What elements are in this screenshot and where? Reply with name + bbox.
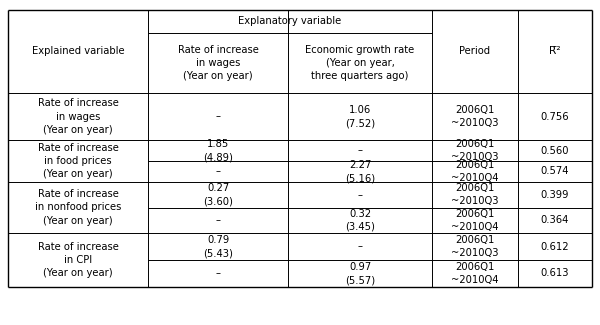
Text: R̅²: R̅² bbox=[549, 46, 561, 57]
Text: 2.27
(5.16): 2.27 (5.16) bbox=[345, 160, 375, 183]
Text: Economic growth rate
(Year on year,
three quarters ago): Economic growth rate (Year on year, thre… bbox=[305, 45, 415, 81]
Text: 0.560: 0.560 bbox=[541, 146, 569, 155]
Text: –: – bbox=[358, 241, 362, 252]
Text: 2006Q1
~2010Q4: 2006Q1 ~2010Q4 bbox=[451, 262, 499, 285]
Text: –: – bbox=[358, 190, 362, 200]
Text: 2006Q1
~2010Q3: 2006Q1 ~2010Q3 bbox=[451, 235, 499, 258]
Text: Rate of increase
in wages
(Year on year): Rate of increase in wages (Year on year) bbox=[38, 98, 118, 135]
Text: Explained variable: Explained variable bbox=[32, 46, 124, 57]
Text: 0.27
(3.60): 0.27 (3.60) bbox=[203, 183, 233, 206]
Text: Explanatory variable: Explanatory variable bbox=[238, 17, 341, 27]
Text: 2006Q1
~2010Q3: 2006Q1 ~2010Q3 bbox=[451, 139, 499, 162]
Text: 0.364: 0.364 bbox=[541, 215, 569, 225]
Text: –: – bbox=[215, 268, 221, 279]
Text: 2006Q1
~2010Q3: 2006Q1 ~2010Q3 bbox=[451, 105, 499, 128]
Text: 2006Q1
~2010Q3: 2006Q1 ~2010Q3 bbox=[451, 183, 499, 206]
Text: Period: Period bbox=[460, 46, 491, 57]
Text: Rate of increase
in wages
(Year on year): Rate of increase in wages (Year on year) bbox=[178, 45, 259, 81]
Text: 0.79
(5.43): 0.79 (5.43) bbox=[203, 235, 233, 258]
Text: 0.97
(5.57): 0.97 (5.57) bbox=[345, 262, 375, 285]
Text: Rate of increase
in nonfood prices
(Year on year): Rate of increase in nonfood prices (Year… bbox=[35, 189, 121, 226]
Text: –: – bbox=[215, 166, 221, 176]
Text: –: – bbox=[215, 215, 221, 225]
Text: 0.399: 0.399 bbox=[541, 190, 569, 200]
Text: 2006Q1
~2010Q4: 2006Q1 ~2010Q4 bbox=[451, 160, 499, 183]
Text: 0.756: 0.756 bbox=[541, 111, 569, 122]
Text: 1.06
(7.52): 1.06 (7.52) bbox=[345, 105, 375, 128]
Text: 0.612: 0.612 bbox=[541, 241, 569, 252]
Text: 1.85
(4.89): 1.85 (4.89) bbox=[203, 139, 233, 162]
Text: 0.574: 0.574 bbox=[541, 166, 569, 176]
Text: –: – bbox=[215, 111, 221, 122]
Text: Rate of increase
in food prices
(Year on year): Rate of increase in food prices (Year on… bbox=[38, 143, 118, 179]
Text: 2006Q1
~2010Q4: 2006Q1 ~2010Q4 bbox=[451, 209, 499, 232]
Text: 0.613: 0.613 bbox=[541, 268, 569, 279]
Text: –: – bbox=[358, 146, 362, 155]
Text: Rate of increase
in CPI
(Year on year): Rate of increase in CPI (Year on year) bbox=[38, 242, 118, 278]
Text: 0.32
(3.45): 0.32 (3.45) bbox=[345, 209, 375, 232]
